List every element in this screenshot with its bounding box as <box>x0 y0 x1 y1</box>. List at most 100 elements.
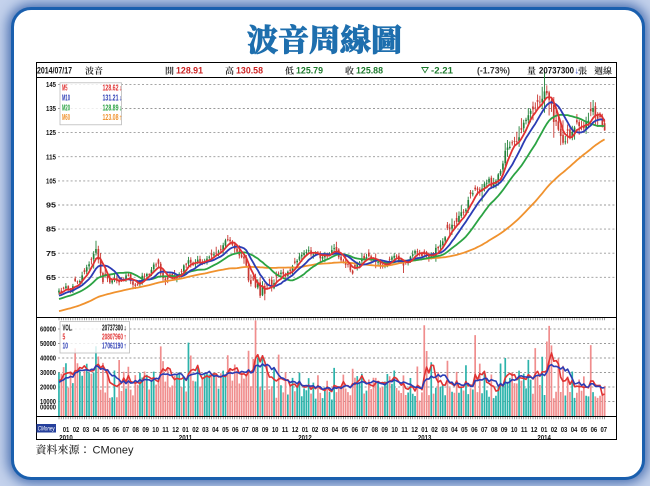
svg-text:08: 08 <box>252 425 259 434</box>
svg-text:10: 10 <box>272 425 279 434</box>
svg-text:M20: M20 <box>62 103 70 112</box>
svg-text:05: 05 <box>581 425 588 434</box>
svg-text:08: 08 <box>132 425 139 434</box>
svg-text:2011: 2011 <box>179 433 193 442</box>
svg-text:04: 04 <box>212 425 219 434</box>
svg-text:04: 04 <box>93 425 100 434</box>
svg-text:75: 75 <box>46 249 57 258</box>
svg-text:128.89: 128.89 <box>103 103 119 112</box>
svg-text:128.62: 128.62 <box>103 84 119 93</box>
svg-text:03: 03 <box>441 425 448 434</box>
svg-text:40000: 40000 <box>40 354 56 363</box>
svg-text:(-1.73%): (-1.73%) <box>477 66 510 76</box>
svg-text:20737300: 20737300 <box>539 66 574 76</box>
svg-text:135: 135 <box>46 104 57 113</box>
svg-text:05: 05 <box>342 425 349 434</box>
svg-text:08: 08 <box>372 425 379 434</box>
svg-text:12: 12 <box>172 425 179 434</box>
svg-text:30000: 30000 <box>40 368 56 377</box>
svg-text:12: 12 <box>292 425 299 434</box>
svg-text:07: 07 <box>242 425 249 434</box>
svg-text:60000: 60000 <box>40 325 56 334</box>
svg-text:03: 03 <box>322 425 329 434</box>
svg-text:02: 02 <box>73 425 80 434</box>
svg-text:115: 115 <box>46 152 57 161</box>
svg-text:↓: ↓ <box>123 324 127 333</box>
svg-text:85: 85 <box>46 225 57 234</box>
svg-text:2014: 2014 <box>537 433 551 442</box>
svg-text:01: 01 <box>302 425 309 434</box>
svg-text:03: 03 <box>83 425 90 434</box>
svg-text:↓: ↓ <box>119 84 123 93</box>
svg-text:11: 11 <box>521 425 528 434</box>
svg-text:02: 02 <box>551 425 558 434</box>
svg-text:VOL.: VOL. <box>63 324 73 333</box>
svg-text:-2.21: -2.21 <box>431 66 453 76</box>
svg-text:06: 06 <box>591 425 598 434</box>
svg-text:↑: ↑ <box>119 113 123 122</box>
svg-text:01: 01 <box>63 425 70 434</box>
svg-text:06: 06 <box>113 425 120 434</box>
svg-text:125: 125 <box>46 128 57 137</box>
svg-text:09: 09 <box>142 425 149 434</box>
svg-text:12: 12 <box>411 425 418 434</box>
svg-text:04: 04 <box>332 425 339 434</box>
svg-text:07: 07 <box>601 425 608 434</box>
svg-text:06: 06 <box>232 425 239 434</box>
svg-text:123.08: 123.08 <box>103 113 119 122</box>
svg-text:20737300: 20737300 <box>102 324 123 333</box>
svg-text:CMoney: CMoney <box>93 445 134 457</box>
svg-text:11: 11 <box>401 425 408 434</box>
svg-text:125.79: 125.79 <box>296 66 323 76</box>
svg-text:01: 01 <box>182 425 189 434</box>
svg-text:20807960: 20807960 <box>102 333 123 342</box>
svg-text:04: 04 <box>571 425 578 434</box>
svg-text:05: 05 <box>103 425 110 434</box>
svg-text:07: 07 <box>481 425 488 434</box>
svg-text:2013: 2013 <box>418 433 432 442</box>
svg-text:06: 06 <box>352 425 359 434</box>
svg-text:00000: 00000 <box>40 403 56 412</box>
svg-text:2010: 2010 <box>59 433 73 442</box>
svg-text:12: 12 <box>531 425 538 434</box>
svg-text:02: 02 <box>312 425 319 434</box>
svg-text:02: 02 <box>431 425 438 434</box>
svg-text:11: 11 <box>162 425 169 434</box>
svg-text:07: 07 <box>362 425 369 434</box>
svg-text:20000: 20000 <box>40 383 56 392</box>
svg-text:105: 105 <box>46 177 57 186</box>
svg-text:↓: ↓ <box>119 103 123 112</box>
svg-text:10: 10 <box>152 425 159 434</box>
svg-text:128.91: 128.91 <box>176 66 203 76</box>
svg-text:↓: ↓ <box>575 66 580 76</box>
svg-text:95: 95 <box>46 201 57 210</box>
svg-text:145: 145 <box>46 80 57 89</box>
svg-text:08: 08 <box>491 425 498 434</box>
svg-text:M5: M5 <box>62 84 68 93</box>
svg-text:02: 02 <box>192 425 199 434</box>
svg-text:04: 04 <box>451 425 458 434</box>
svg-text:↓: ↓ <box>119 93 123 102</box>
svg-text:131.21: 131.21 <box>103 93 119 102</box>
svg-text:10000: 10000 <box>40 397 56 406</box>
svg-text:10: 10 <box>391 425 398 434</box>
svg-text:65: 65 <box>46 273 57 282</box>
svg-text:130.58: 130.58 <box>236 66 263 76</box>
svg-text:06: 06 <box>471 425 478 434</box>
svg-text:11: 11 <box>282 425 289 434</box>
svg-text:5: 5 <box>63 333 66 342</box>
svg-text:CMoney: CMoney <box>38 427 56 433</box>
svg-text:09: 09 <box>381 425 388 434</box>
svg-text:09: 09 <box>501 425 508 434</box>
svg-text:10: 10 <box>511 425 518 434</box>
svg-text:M60: M60 <box>62 113 70 122</box>
svg-text:10: 10 <box>63 342 69 351</box>
svg-text:125.88: 125.88 <box>356 66 383 76</box>
svg-text:50000: 50000 <box>40 339 56 348</box>
svg-text:17061190: 17061190 <box>102 342 123 351</box>
svg-text:09: 09 <box>262 425 269 434</box>
svg-text:05: 05 <box>222 425 229 434</box>
svg-text:07: 07 <box>123 425 130 434</box>
svg-text:↑: ↑ <box>123 342 127 351</box>
svg-text:↑: ↑ <box>123 333 127 342</box>
